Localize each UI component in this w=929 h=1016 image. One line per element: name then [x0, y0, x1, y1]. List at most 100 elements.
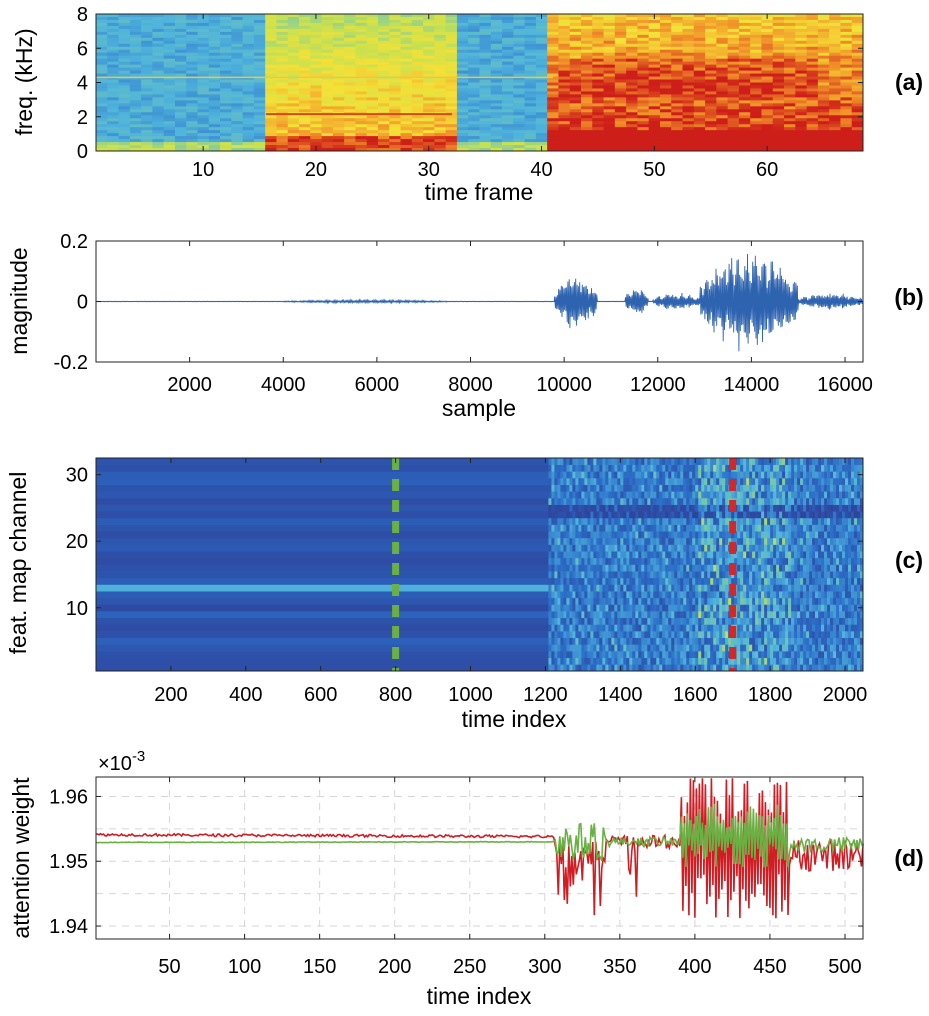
feature-cell — [758, 624, 762, 632]
spectrogram-cell — [592, 145, 604, 149]
spectrogram-cell — [445, 103, 458, 107]
feature-cell — [794, 577, 798, 585]
spectrogram-cell — [242, 58, 255, 63]
spectrogram-cell — [716, 145, 729, 149]
feature-cell — [707, 651, 711, 658]
panel-b-ticks: 2000 4000 6000 8000 10000 12000 14000 16000-0.2… — [54, 231, 873, 396]
spectrogram-cell — [445, 94, 458, 98]
feature-cell — [563, 617, 567, 625]
spectrogram-cell — [220, 139, 232, 143]
spectrogram-cell — [299, 61, 311, 66]
spectrogram-cell — [581, 16, 593, 21]
feature-cell — [614, 637, 618, 645]
spectrogram-cell — [761, 25, 774, 30]
spectrogram-cell — [490, 85, 503, 89]
spectrogram-cell — [377, 130, 390, 134]
spectrogram-cell — [299, 73, 311, 77]
spectrogram-cell — [502, 79, 514, 83]
spectrogram-cell — [693, 31, 706, 36]
spectrogram-cell — [592, 118, 604, 122]
feature-cell — [569, 584, 573, 592]
spectrogram-cell — [287, 133, 300, 137]
feature-cell — [560, 631, 564, 639]
feature-cell — [752, 611, 756, 619]
spectrogram-cell — [671, 124, 683, 128]
spectrogram-cell — [152, 16, 165, 21]
feature-cell — [719, 637, 723, 645]
feature-cell — [665, 571, 669, 579]
spectrogram-cell — [648, 103, 661, 107]
spectrogram-cell — [558, 139, 571, 143]
feature-cell — [605, 584, 609, 592]
spectrogram-cell — [310, 88, 322, 92]
feature-cell — [845, 611, 849, 619]
spectrogram-cell — [795, 94, 807, 98]
feature-cell — [557, 631, 561, 639]
spectrogram-cell — [524, 22, 537, 27]
spectrogram-cell — [569, 130, 582, 134]
feature-cell — [560, 564, 564, 572]
feature-cell — [848, 664, 852, 672]
feature-cell — [719, 584, 723, 592]
spectrogram-cell — [851, 70, 864, 74]
spectrogram-cell — [705, 145, 717, 149]
spectrogram-cell — [377, 67, 390, 71]
spectrogram-cell — [253, 70, 266, 74]
spectrogram-cell — [795, 19, 807, 24]
spectrogram-cell — [817, 133, 830, 137]
spectrogram-cell — [738, 52, 751, 57]
spectrogram-cell — [569, 112, 582, 116]
feature-cell — [746, 564, 750, 572]
feature-cell — [671, 571, 675, 579]
spectrogram-cell — [434, 88, 447, 92]
feature-cell — [602, 577, 606, 585]
spectrogram-cell — [513, 136, 526, 140]
feature-cell — [635, 664, 639, 672]
spectrogram-cell — [840, 91, 853, 95]
feature-cell — [641, 584, 645, 592]
spectrogram-cell — [851, 127, 864, 131]
spectrogram-cell — [490, 22, 503, 27]
feature-cell — [770, 557, 774, 565]
spectrogram-cell — [186, 94, 198, 98]
spectrogram-cell — [840, 124, 853, 128]
spectrogram-cell — [389, 106, 401, 110]
feature-cell — [854, 637, 858, 645]
spectrogram-cell — [231, 103, 244, 107]
spectrogram-cell — [434, 142, 447, 146]
spectrogram-cell — [581, 79, 593, 83]
feature-cell — [716, 611, 720, 619]
feature-cell — [800, 624, 804, 632]
feature-cell — [674, 631, 678, 639]
spectrogram-cell — [389, 133, 401, 137]
spectrogram-cell — [366, 103, 379, 107]
spectrogram-cell — [705, 22, 717, 27]
spectrogram-cell — [344, 70, 356, 74]
feature-cell — [680, 591, 684, 599]
spectrogram-cell — [592, 58, 604, 63]
feature-cell — [776, 617, 780, 625]
feature-cell — [848, 591, 852, 599]
feature-cell — [557, 584, 561, 592]
spectrogram-cell — [456, 142, 469, 146]
spectrogram-cell — [253, 130, 266, 134]
feature-cell — [647, 637, 651, 645]
spectrogram-cell — [659, 58, 672, 63]
spectrogram-cell — [648, 28, 661, 33]
spectrogram-cell — [626, 28, 638, 33]
feature-cell — [668, 564, 672, 572]
spectrogram-cell — [558, 67, 571, 71]
spectrogram-cell — [671, 97, 683, 101]
feature-cell — [830, 664, 834, 672]
feature-cell — [719, 664, 723, 672]
spectrogram-cell — [479, 61, 492, 66]
spectrogram-cell — [772, 91, 785, 95]
feature-cell — [698, 604, 702, 612]
feature-cell — [851, 631, 855, 639]
feature-cell — [635, 557, 639, 565]
spectrogram-cell — [750, 127, 762, 131]
spectrogram-cell — [772, 103, 785, 107]
spectrogram-cell — [174, 109, 187, 113]
spectrogram-cell — [547, 28, 559, 33]
spectrogram-cell — [163, 136, 176, 140]
